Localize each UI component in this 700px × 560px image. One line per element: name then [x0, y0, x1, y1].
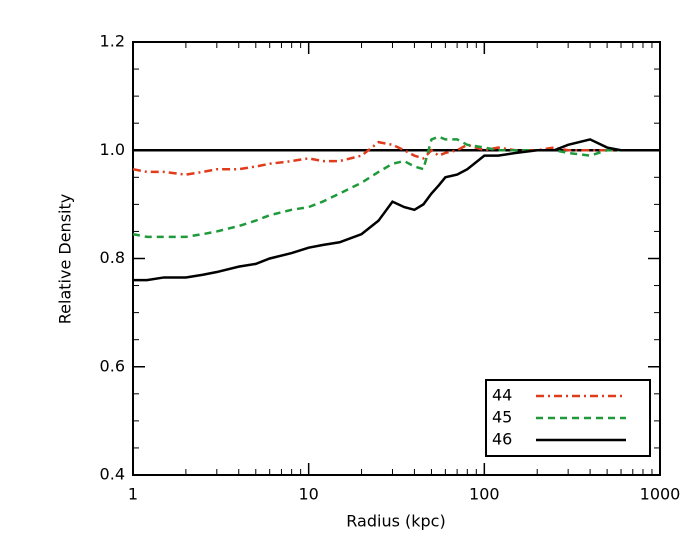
- x-tick-label: 10: [298, 485, 318, 504]
- y-tick-label: 1.2: [100, 32, 125, 51]
- x-tick-label: 1000: [640, 485, 681, 504]
- legend-label: 44: [492, 386, 512, 405]
- y-tick-label: 1.0: [100, 140, 125, 159]
- x-tick-label: 1: [128, 485, 138, 504]
- legend-label: 46: [492, 430, 512, 449]
- series-line: [133, 138, 660, 282]
- x-tick-label: 100: [469, 485, 500, 504]
- y-tick-label: 0.6: [100, 356, 125, 375]
- y-axis-label: Relative Density: [56, 194, 75, 324]
- y-tick-label: 0.8: [100, 248, 125, 267]
- y-tick-label: 0.4: [100, 465, 125, 484]
- series-line: [132, 135, 660, 239]
- series-line: [132, 140, 660, 176]
- x-axis-label: Radius (kpc): [346, 512, 445, 531]
- legend-label: 45: [492, 408, 512, 427]
